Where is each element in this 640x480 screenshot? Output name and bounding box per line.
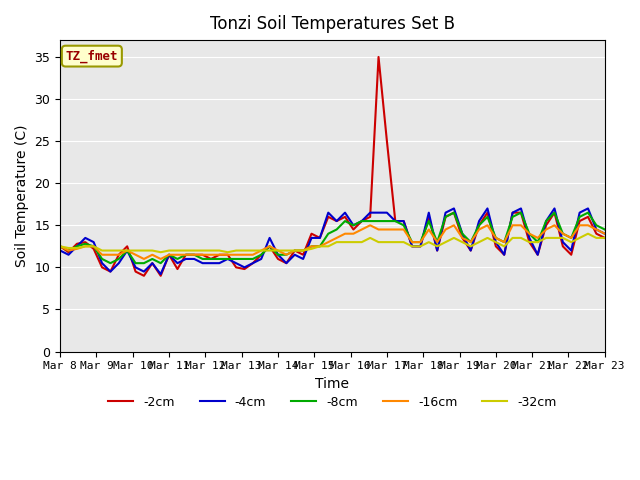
Title: Tonzi Soil Temperatures Set B: Tonzi Soil Temperatures Set B (210, 15, 455, 33)
Legend: -2cm, -4cm, -8cm, -16cm, -32cm: -2cm, -4cm, -8cm, -16cm, -32cm (103, 391, 562, 414)
Text: TZ_fmet: TZ_fmet (65, 49, 118, 63)
X-axis label: Time: Time (316, 377, 349, 391)
Y-axis label: Soil Temperature (C): Soil Temperature (C) (15, 125, 29, 267)
